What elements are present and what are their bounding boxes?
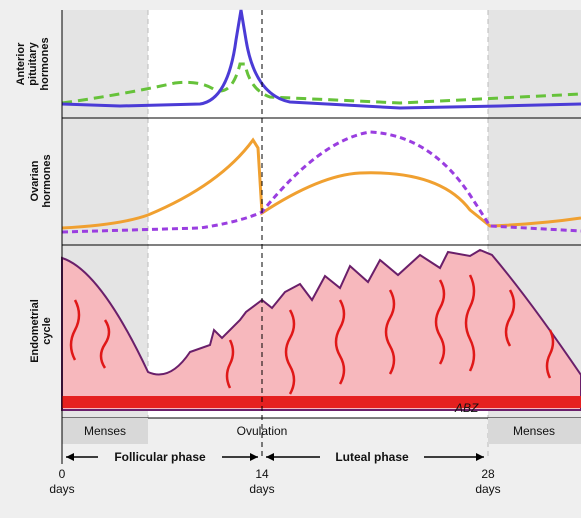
panel-label: cycle xyxy=(41,317,53,345)
endometrium xyxy=(61,248,581,411)
day-number: 14 xyxy=(255,467,269,481)
signature: ABZ xyxy=(454,401,479,415)
phase-label: Ovulation xyxy=(237,424,288,438)
arrowhead xyxy=(250,453,258,461)
panel-labels: Anterior pituitary hormones Ovarian horm… xyxy=(15,37,53,362)
fsh-curve xyxy=(61,62,581,105)
day-unit: days xyxy=(49,482,74,496)
panel-label: Anterior xyxy=(15,42,27,86)
day-unit: days xyxy=(475,482,500,496)
phase-label: Follicular phase xyxy=(114,450,206,464)
lh-curve xyxy=(61,9,581,110)
panel-label: hormones xyxy=(39,37,51,90)
panel-label: Endometrial xyxy=(29,299,41,363)
basal-layer xyxy=(62,396,581,408)
menses-box xyxy=(488,418,581,444)
arrowhead xyxy=(476,453,484,461)
day-unit: days xyxy=(249,482,274,496)
phase-label: Menses xyxy=(84,424,126,438)
arrowhead xyxy=(266,453,274,461)
panel-label: hormones xyxy=(41,154,53,207)
phase-label: Luteal phase xyxy=(335,450,409,464)
menses-box xyxy=(62,418,148,444)
panel-label: Ovarian xyxy=(29,160,41,201)
day-number: 28 xyxy=(481,467,495,481)
spiral-arteries xyxy=(69,274,555,395)
arrowhead xyxy=(66,453,74,461)
panel-label: pituitary xyxy=(27,41,39,85)
day-number: 0 xyxy=(59,467,66,481)
progesterone-curve xyxy=(61,130,581,234)
estrogen-curve xyxy=(61,137,581,230)
phase-label: Menses xyxy=(513,424,555,438)
